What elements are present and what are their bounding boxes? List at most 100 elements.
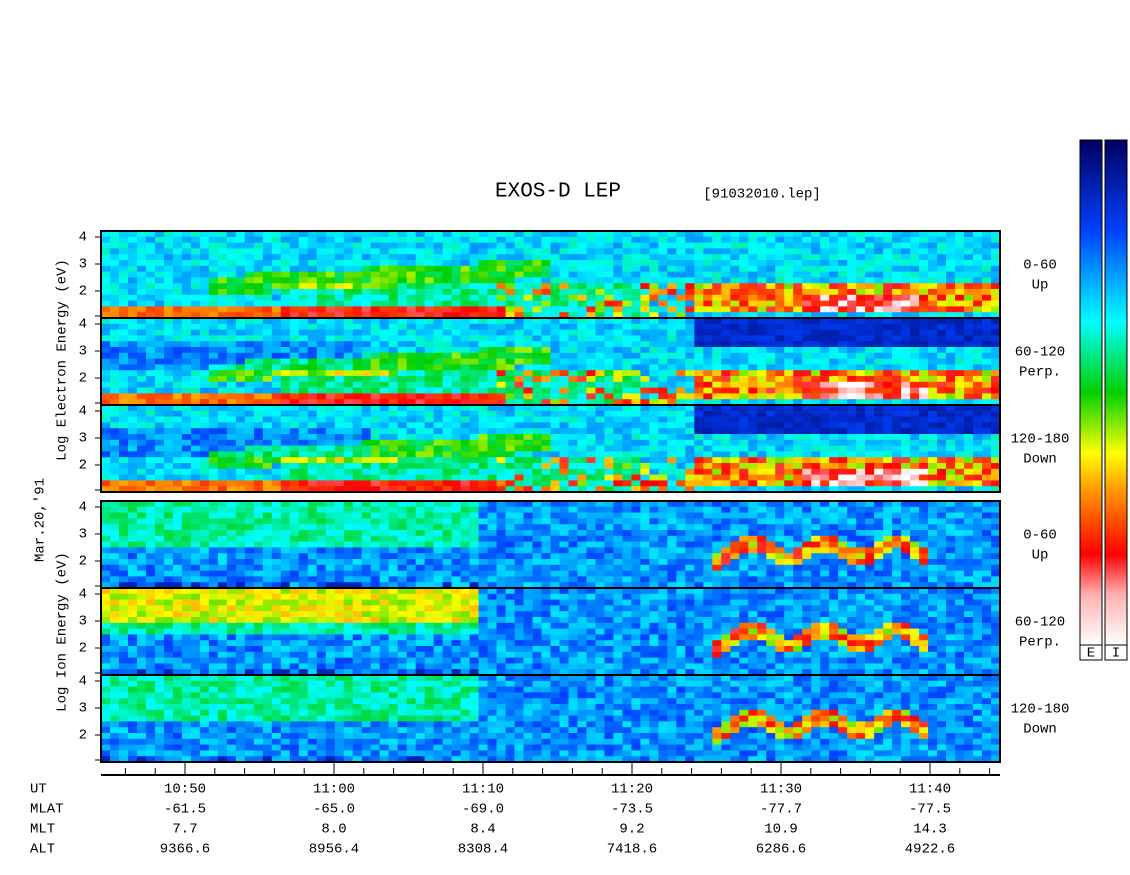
- spectrogram-cell: [883, 451, 893, 458]
- spectrogram-cell: [181, 501, 192, 508]
- spectrogram-cell: [118, 231, 129, 238]
- spectrogram-cell: [811, 410, 821, 417]
- spectrogram-cell: [235, 582, 246, 589]
- spectrogram-cell: [586, 376, 596, 383]
- spectrogram-cell: [226, 231, 237, 238]
- spectrogram-cell: [334, 535, 345, 542]
- spectrogram-cell: [109, 512, 120, 519]
- spectrogram-cell: [829, 358, 839, 365]
- spectrogram-cell: [307, 506, 318, 513]
- spectrogram-cell: [649, 439, 659, 446]
- spectrogram-cell: [766, 306, 776, 313]
- spectrogram-cell: [217, 474, 228, 481]
- spectrogram-cell: [253, 405, 264, 412]
- spectrogram-cell: [154, 277, 165, 284]
- spectrogram-cell: [550, 399, 560, 406]
- spectrogram-cell: [451, 352, 461, 359]
- spectrogram-cell: [280, 370, 291, 377]
- spectrogram-cell: [928, 265, 938, 272]
- spectrogram-cell: [136, 318, 147, 325]
- spectrogram-cell: [289, 501, 300, 508]
- spectrogram-cell: [109, 248, 120, 255]
- spectrogram-cell: [757, 399, 767, 406]
- spectrogram-cell: [559, 463, 569, 470]
- spectrogram-cell: [262, 283, 273, 290]
- spectrogram-cell: [460, 364, 470, 371]
- spectrogram-cell: [334, 501, 345, 508]
- spectrogram-cell: [703, 289, 713, 296]
- spectrogram-cell: [739, 405, 749, 412]
- spectrogram-cell: [829, 381, 839, 388]
- spectrogram-cell: [109, 306, 120, 313]
- spectrogram-cell: [514, 376, 524, 383]
- spectrogram-cell: [757, 341, 767, 348]
- spectrogram-cell: [361, 364, 372, 371]
- spectrogram-cell: [541, 254, 551, 261]
- spectrogram-cell: [613, 434, 623, 441]
- spectrogram-cell: [874, 451, 884, 458]
- spectrogram-cell: [892, 376, 902, 383]
- spectrogram-cell: [343, 474, 354, 481]
- spectrogram-cell: [739, 242, 749, 249]
- spectrogram-cell: [316, 352, 327, 359]
- spectrogram-cell: [226, 271, 237, 278]
- spectrogram-cell: [289, 457, 300, 464]
- spectrogram-cell: [271, 439, 282, 446]
- spectrogram-cell: [532, 451, 542, 458]
- spectrogram-cell: [271, 335, 282, 342]
- spectrogram-cell: [505, 231, 515, 238]
- spectrogram-cell: [442, 480, 453, 487]
- spectrogram-cell: [604, 231, 614, 238]
- spectrogram-cell: [712, 265, 722, 272]
- spectrogram-cell: [586, 399, 596, 406]
- spectrogram-cell: [298, 399, 309, 406]
- spectrogram-cell: [568, 399, 578, 406]
- spectrogram-cell: [901, 364, 911, 371]
- spectrogram-cell: [667, 405, 677, 412]
- spectrogram-cell: [271, 547, 282, 554]
- spectrogram-cell: [154, 358, 165, 365]
- spectrogram-cell: [910, 405, 920, 412]
- spectrogram-cell: [694, 329, 704, 336]
- spectrogram-cell: [946, 463, 956, 470]
- spectrogram-cell: [118, 387, 129, 394]
- spectrogram-cell: [811, 387, 821, 394]
- spectrogram-cell: [190, 329, 201, 336]
- spectrogram-cell: [622, 474, 632, 481]
- spectrogram-cell: [865, 457, 875, 464]
- spectrogram-cell: [190, 582, 201, 589]
- spectrogram-cell: [307, 582, 318, 589]
- spectrogram-cell: [874, 231, 884, 238]
- spectrogram-cell: [667, 283, 677, 290]
- spectrogram-cell: [919, 277, 929, 284]
- spectrogram-cell: [901, 486, 911, 493]
- spectrogram-cell: [766, 260, 776, 267]
- spectrogram-cell: [604, 289, 614, 296]
- spectrogram-cell: [289, 405, 300, 412]
- spectrogram-cell: [919, 468, 929, 475]
- spectrogram-cell: [757, 347, 767, 354]
- spectrogram-cell: [415, 323, 426, 330]
- spectrogram-cell: [127, 518, 138, 525]
- spectrogram-cell: [298, 341, 309, 348]
- spectrogram-cell: [289, 289, 300, 296]
- spectrogram-cell: [217, 370, 228, 377]
- spectrogram-cell: [226, 512, 237, 519]
- spectrogram-cell: [640, 422, 650, 429]
- spectrogram-cell: [541, 463, 551, 470]
- spectrogram-cell: [370, 306, 381, 313]
- spectrogram-cell: [370, 410, 381, 417]
- spectrogram-cell: [595, 341, 605, 348]
- spectrogram-cell: [946, 236, 956, 243]
- spectrogram-cell: [460, 277, 470, 284]
- spectrogram-cell: [370, 260, 381, 267]
- spectrogram-cell: [226, 506, 237, 513]
- spectrogram-cell: [865, 416, 875, 423]
- spectrogram-cell: [865, 312, 875, 319]
- spectrogram-cell: [316, 405, 327, 412]
- spectrogram-cell: [865, 231, 875, 238]
- spectrogram-cell: [505, 306, 515, 313]
- spectrogram-cell: [109, 277, 120, 284]
- spectrogram-cell: [496, 352, 506, 359]
- spectrogram-cell: [379, 289, 390, 296]
